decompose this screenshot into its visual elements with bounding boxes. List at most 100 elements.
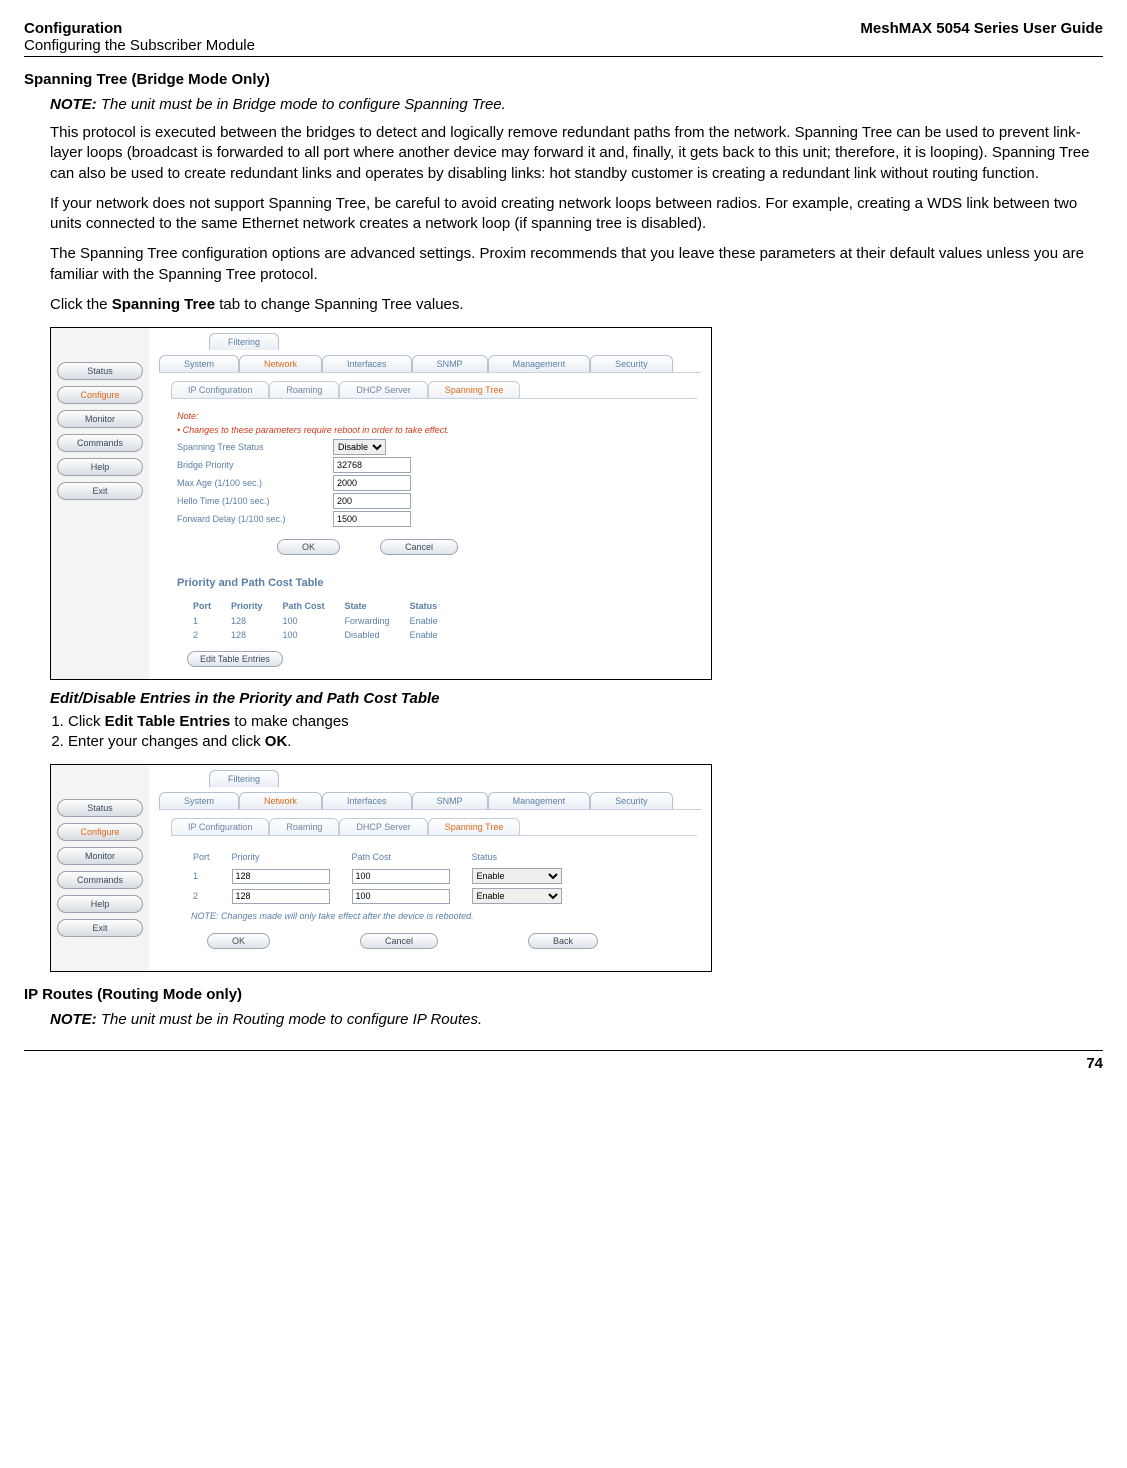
tab-interfaces[interactable]: Interfaces bbox=[322, 792, 412, 809]
table-row: 2 128 100 Disabled Enable bbox=[193, 629, 456, 641]
label-status: Spanning Tree Status bbox=[177, 442, 327, 452]
edit-section-title: Edit/Disable Entries in the Priority and… bbox=[50, 690, 1103, 707]
nav-configure[interactable]: Configure bbox=[57, 386, 143, 404]
config-panel: Note: Changes to these parameters requir… bbox=[171, 398, 697, 667]
label-priority: Bridge Priority bbox=[177, 460, 327, 470]
ok-button[interactable]: OK bbox=[277, 539, 340, 555]
sub-tab-row: IP Configuration Roaming DHCP Server Spa… bbox=[149, 810, 711, 835]
button-row: OK Cancel Back bbox=[177, 929, 691, 953]
cancel-button[interactable]: Cancel bbox=[380, 539, 458, 555]
tab-snmp[interactable]: SNMP bbox=[412, 792, 488, 809]
para-protocol-desc: This protocol is executed between the br… bbox=[50, 123, 1103, 184]
filter-tab-row: Filtering bbox=[149, 765, 711, 787]
page-footer: 74 bbox=[24, 1050, 1103, 1072]
input-hello[interactable] bbox=[333, 493, 411, 509]
edit-cost-table: Port Priority Path Cost Status 1 Enable … bbox=[191, 850, 584, 907]
top-tab-row: System Network Interfaces SNMP Managemen… bbox=[149, 787, 711, 809]
tab-network[interactable]: Network bbox=[239, 792, 322, 809]
sidebar: Status Configure Monitor Commands Help E… bbox=[51, 765, 149, 971]
subtab-ipconfig[interactable]: IP Configuration bbox=[171, 381, 269, 398]
tab-filtering[interactable]: Filtering bbox=[209, 333, 279, 350]
tab-interfaces[interactable]: Interfaces bbox=[322, 355, 412, 372]
nav-commands[interactable]: Commands bbox=[57, 434, 143, 452]
sidebar: Status Configure Monitor Commands Help E… bbox=[51, 328, 149, 679]
input-priority-1[interactable] bbox=[232, 869, 330, 884]
tab-system[interactable]: System bbox=[159, 792, 239, 809]
subtab-spanning[interactable]: Spanning Tree bbox=[428, 818, 521, 835]
nav-exit[interactable]: Exit bbox=[57, 919, 143, 937]
input-maxage[interactable] bbox=[333, 475, 411, 491]
note-routing-mode: NOTE: The unit must be in Routing mode t… bbox=[50, 1011, 1103, 1028]
header-left: Configuration Configuring the Subscriber… bbox=[24, 20, 255, 54]
select-status-2[interactable]: Enable bbox=[472, 888, 562, 904]
top-tab-row: System Network Interfaces SNMP Managemen… bbox=[149, 350, 711, 372]
tab-management[interactable]: Management bbox=[488, 792, 591, 809]
input-delay[interactable] bbox=[333, 511, 411, 527]
note-bridge-mode: NOTE: The unit must be in Bridge mode to… bbox=[50, 96, 1103, 113]
nav-help[interactable]: Help bbox=[57, 458, 143, 476]
subtab-spanning[interactable]: Spanning Tree bbox=[428, 381, 521, 398]
nav-status[interactable]: Status bbox=[57, 799, 143, 817]
input-priority-2[interactable] bbox=[232, 889, 330, 904]
table-row: 1 Enable bbox=[193, 867, 582, 885]
table-row: 2 Enable bbox=[193, 887, 582, 905]
select-status-1[interactable]: Enable bbox=[472, 868, 562, 884]
nav-status[interactable]: Status bbox=[57, 362, 143, 380]
subtab-dhcp[interactable]: DHCP Server bbox=[339, 381, 427, 398]
cost-table-header: Port Priority Path Cost State Status bbox=[193, 599, 456, 613]
tab-filtering[interactable]: Filtering bbox=[209, 770, 279, 787]
panel-note-title: Note: bbox=[177, 411, 691, 421]
step-1: Click Edit Table Entries to make changes bbox=[68, 713, 1103, 730]
row-status: Spanning Tree Status Disable bbox=[177, 439, 691, 455]
steps-list: Click Edit Table Entries to make changes… bbox=[50, 713, 1103, 750]
table-row: 1 128 100 Forwarding Enable bbox=[193, 615, 456, 627]
para-defaults: The Spanning Tree configuration options … bbox=[50, 244, 1103, 285]
sub-tab-row: IP Configuration Roaming DHCP Server Spa… bbox=[149, 373, 711, 398]
edit-table-entries-button[interactable]: Edit Table Entries bbox=[187, 651, 283, 667]
tab-security[interactable]: Security bbox=[590, 792, 673, 809]
row-delay: Forward Delay (1/100 sec.) bbox=[177, 511, 691, 527]
subtab-roaming[interactable]: Roaming bbox=[269, 381, 339, 398]
subtab-roaming[interactable]: Roaming bbox=[269, 818, 339, 835]
subtab-dhcp[interactable]: DHCP Server bbox=[339, 818, 427, 835]
note-label: NOTE: bbox=[50, 96, 97, 113]
edit-panel: Port Priority Path Cost Status 1 Enable … bbox=[171, 835, 697, 959]
panel-note-line: Changes to these parameters require rebo… bbox=[177, 425, 691, 435]
note-label: NOTE: bbox=[50, 1011, 97, 1028]
nav-monitor[interactable]: Monitor bbox=[57, 847, 143, 865]
step-2: Enter your changes and click OK. bbox=[68, 733, 1103, 750]
row-hello: Hello Time (1/100 sec.) bbox=[177, 493, 691, 509]
page-header: Configuration Configuring the Subscriber… bbox=[24, 20, 1103, 57]
main-panel: Filtering System Network Interfaces SNMP… bbox=[149, 328, 711, 679]
tab-network[interactable]: Network bbox=[239, 355, 322, 372]
input-priority[interactable] bbox=[333, 457, 411, 473]
ok-button[interactable]: OK bbox=[207, 933, 270, 949]
label-maxage: Max Age (1/100 sec.) bbox=[177, 478, 327, 488]
nav-exit[interactable]: Exit bbox=[57, 482, 143, 500]
subtab-ipconfig[interactable]: IP Configuration bbox=[171, 818, 269, 835]
cost-table: Port Priority Path Cost State Status 1 1… bbox=[191, 597, 458, 643]
input-cost-1[interactable] bbox=[352, 869, 450, 884]
filter-tab-row: Filtering bbox=[149, 328, 711, 350]
screenshot-spanning-tree-config: Status Configure Monitor Commands Help E… bbox=[50, 327, 712, 680]
reboot-note: NOTE: Changes made will only take effect… bbox=[191, 911, 691, 921]
nav-commands[interactable]: Commands bbox=[57, 871, 143, 889]
tab-management[interactable]: Management bbox=[488, 355, 591, 372]
tab-security[interactable]: Security bbox=[590, 355, 673, 372]
nav-help[interactable]: Help bbox=[57, 895, 143, 913]
section-spanning-tree-title: Spanning Tree (Bridge Mode Only) bbox=[24, 71, 1103, 88]
main-panel: Filtering System Network Interfaces SNMP… bbox=[149, 765, 711, 971]
cancel-button[interactable]: Cancel bbox=[360, 933, 438, 949]
back-button[interactable]: Back bbox=[528, 933, 598, 949]
label-delay: Forward Delay (1/100 sec.) bbox=[177, 514, 327, 524]
nav-monitor[interactable]: Monitor bbox=[57, 410, 143, 428]
note-text: The unit must be in Routing mode to conf… bbox=[101, 1011, 482, 1028]
para-network-loops: If your network does not support Spannin… bbox=[50, 194, 1103, 235]
tab-snmp[interactable]: SNMP bbox=[412, 355, 488, 372]
select-status[interactable]: Disable bbox=[333, 439, 386, 455]
page-number: 74 bbox=[1086, 1055, 1103, 1072]
nav-configure[interactable]: Configure bbox=[57, 823, 143, 841]
tab-system[interactable]: System bbox=[159, 355, 239, 372]
edit-table-header: Port Priority Path Cost Status bbox=[193, 852, 582, 865]
input-cost-2[interactable] bbox=[352, 889, 450, 904]
